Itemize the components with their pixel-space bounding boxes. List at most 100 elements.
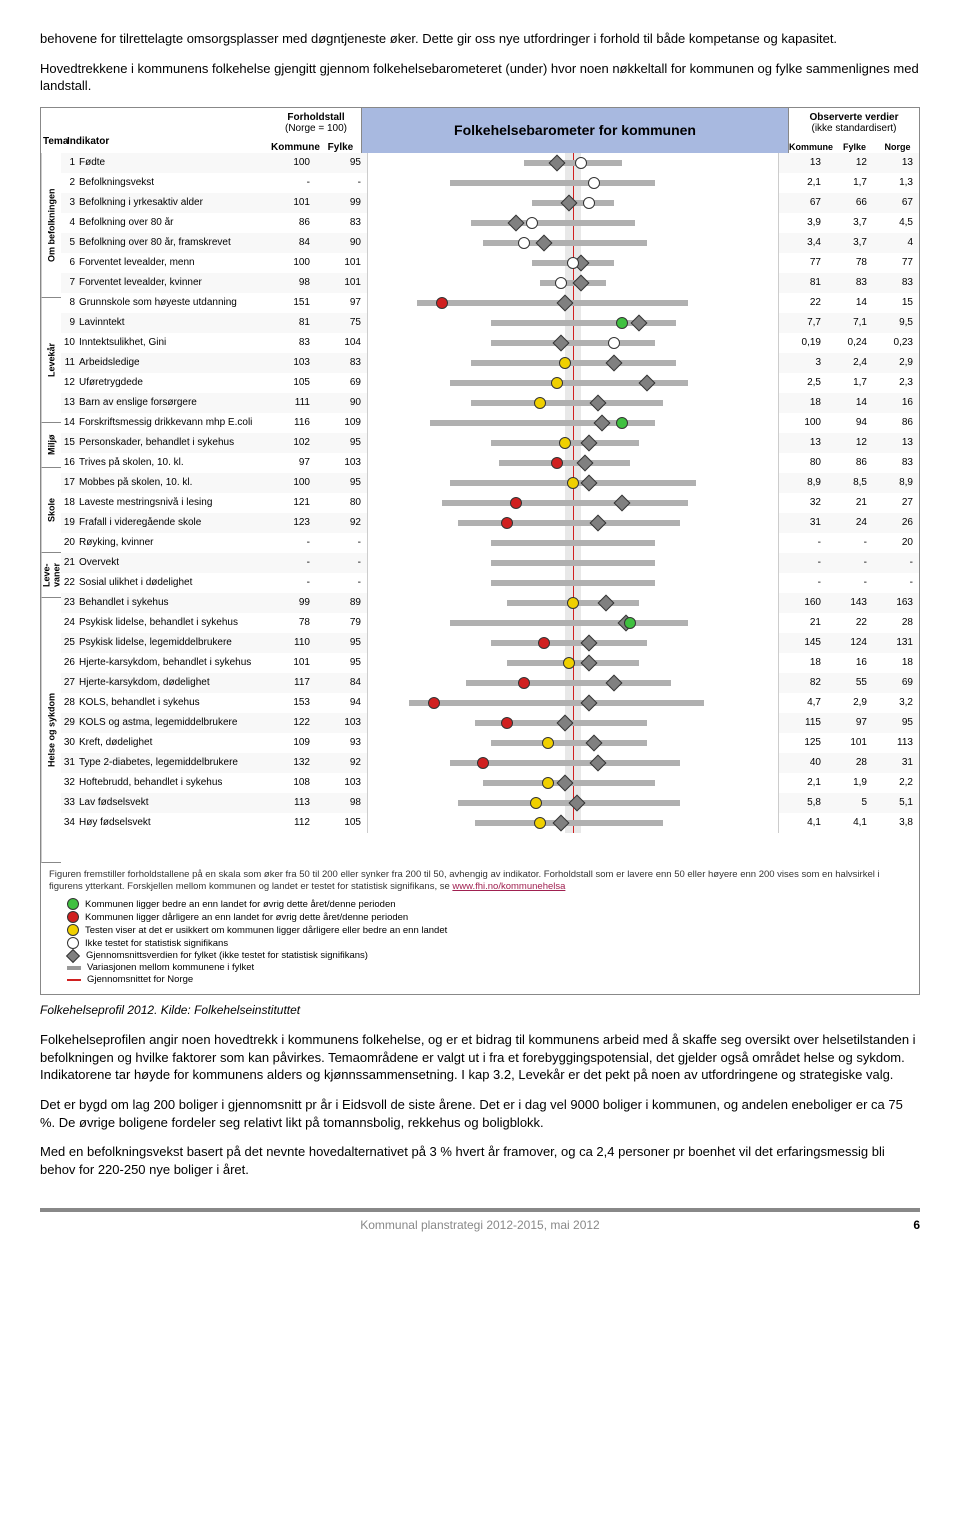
obs-fylke: -: [825, 577, 871, 588]
indicator-name: Hoftebrudd, behandlet i sykehus: [79, 777, 265, 788]
obs-fylke: 14: [825, 397, 871, 408]
bar-area: [367, 813, 779, 833]
kommune-marker: [559, 357, 571, 369]
val-fylke: 101: [316, 277, 367, 288]
val-kommune: 132: [265, 757, 316, 768]
body-paragraph-3: Med en befolkningsvekst basert på det ne…: [40, 1143, 920, 1178]
kommune-marker: [588, 177, 600, 189]
obs-fylke: 97: [825, 717, 871, 728]
intro-paragraph-1: behovene for tilrettelagte omsorgsplasse…: [40, 30, 920, 48]
obs-fylke: 86: [825, 457, 871, 468]
bar-area: [367, 213, 779, 233]
indicator-name: KOLS og astma, legemiddelbrukere: [79, 717, 265, 728]
chart-row: 1Fødte10095131213: [61, 153, 919, 173]
obs-kommune: 67: [779, 197, 825, 208]
indicator-name: Befolkning over 80 år: [79, 217, 265, 228]
val-fylke: 97: [316, 297, 367, 308]
val-kommune: 100: [265, 477, 316, 488]
indicator-name: Forskriftsmessig drikkevann mhp E.coli: [79, 417, 265, 428]
val-kommune: 117: [265, 677, 316, 688]
obs-norge: 4,5: [871, 217, 919, 228]
val-fylke: -: [316, 577, 367, 588]
obs-norge: -: [871, 557, 919, 568]
val-fylke: 93: [316, 737, 367, 748]
obs-norge: 3,8: [871, 817, 919, 828]
indicator-name: Frafall i videregående skole: [79, 517, 265, 528]
bar-area: [367, 173, 779, 193]
val-fylke: -: [316, 557, 367, 568]
bar-area: [367, 473, 779, 493]
tema-group-label: Om befolkningen: [41, 153, 61, 298]
obs-norge: 83: [871, 457, 919, 468]
indicator-name: Overvekt: [79, 557, 265, 568]
tema-group-label: Skole: [41, 468, 61, 553]
fylke-marker: [581, 474, 598, 491]
obs-norge: 28: [871, 617, 919, 628]
obs-fylke: 5: [825, 797, 871, 808]
obs-kommune: 77: [779, 257, 825, 268]
obs-fylke: 3,7: [825, 217, 871, 228]
obs-kommune: 8,9: [779, 477, 825, 488]
kommune-marker: [542, 777, 554, 789]
indicator-name: Sosial ulikhet i dødelighet: [79, 577, 265, 588]
indicator-name: Befolkning over 80 år, framskrevet: [79, 237, 265, 248]
obs-norge: 27: [871, 497, 919, 508]
obs-kommune: 2,1: [779, 177, 825, 188]
indicator-name: Inntektsulikhet, Gini: [79, 337, 265, 348]
chart-rows: 1Fødte100951312132Befolkningsvekst--2,11…: [61, 153, 919, 863]
val-kommune: 101: [265, 657, 316, 668]
chart-row: 33Lav fødselsvekt113985,855,1: [61, 793, 919, 813]
chart-row: 20Røyking, kvinner----20: [61, 533, 919, 553]
obs-fylke: 0,24: [825, 337, 871, 348]
col-header-indikator: Indikator: [63, 108, 271, 153]
obs-kommune: 81: [779, 277, 825, 288]
obs-fylke: 8,5: [825, 477, 871, 488]
val-kommune: 109: [265, 737, 316, 748]
val-fylke: 79: [316, 617, 367, 628]
obs-norge: 16: [871, 397, 919, 408]
indicator-name: Forventet levealder, menn: [79, 257, 265, 268]
obs-kommune: 160: [779, 597, 825, 608]
val-kommune: 100: [265, 157, 316, 168]
chart-row: 11Arbeidsledige1038332,42,9: [61, 353, 919, 373]
indicator-name: Mobbes på skolen, 10. kl.: [79, 477, 265, 488]
bar-area: [367, 313, 779, 333]
col-header-observerte: Observerte verdier (ikke standardisert) …: [789, 108, 919, 153]
indicator-name: Personskader, behandlet i sykehus: [79, 437, 265, 448]
kommune-marker: [518, 677, 530, 689]
indicator-name: Laveste mestringsnivå i lesing: [79, 497, 265, 508]
indicator-name: Grunnskole som høyeste utdanning: [79, 297, 265, 308]
chart-row: 32Hoftebrudd, behandlet i sykehus1081032…: [61, 773, 919, 793]
obs-kommune: 18: [779, 657, 825, 668]
kommune-marker: [567, 257, 579, 269]
kommune-marker: [575, 157, 587, 169]
legend-swatch-bar: [67, 966, 81, 970]
intro-paragraph-2: Hovedtrekkene i kommunens folkehelse gje…: [40, 60, 920, 95]
val-kommune: 101: [265, 197, 316, 208]
obs-norge: 31: [871, 757, 919, 768]
kommune-marker: [608, 337, 620, 349]
chart-row: 17Mobbes på skolen, 10. kl.100958,98,58,…: [61, 473, 919, 493]
chart-row: 28KOLS, behandlet i sykehus153944,72,93,…: [61, 693, 919, 713]
val-fylke: 92: [316, 757, 367, 768]
val-fylke: 99: [316, 197, 367, 208]
bar-area: [367, 453, 779, 473]
val-fylke: 92: [316, 517, 367, 528]
val-fylke: 94: [316, 697, 367, 708]
footnote-link[interactable]: www.fhi.no/kommunehelsa: [452, 881, 565, 892]
kommune-marker: [567, 597, 579, 609]
footer-text: Kommunal planstrategi 2012-2015, mai 201…: [360, 1218, 599, 1232]
obs-norge: 4: [871, 237, 919, 248]
fylke-marker: [581, 634, 598, 651]
obs-kommune: -: [779, 537, 825, 548]
kommune-marker: [436, 297, 448, 309]
kommune-marker: [624, 617, 636, 629]
obs-fylke: 83: [825, 277, 871, 288]
obs-kommune: 5,8: [779, 797, 825, 808]
chart-row: 5Befolkning over 80 år, framskrevet84903…: [61, 233, 919, 253]
chart-row: 25Psykisk lidelse, legemiddelbrukere1109…: [61, 633, 919, 653]
obs-kommune: 145: [779, 637, 825, 648]
kommune-marker: [477, 757, 489, 769]
obs-kommune: 13: [779, 437, 825, 448]
indicator-name: Arbeidsledige: [79, 357, 265, 368]
